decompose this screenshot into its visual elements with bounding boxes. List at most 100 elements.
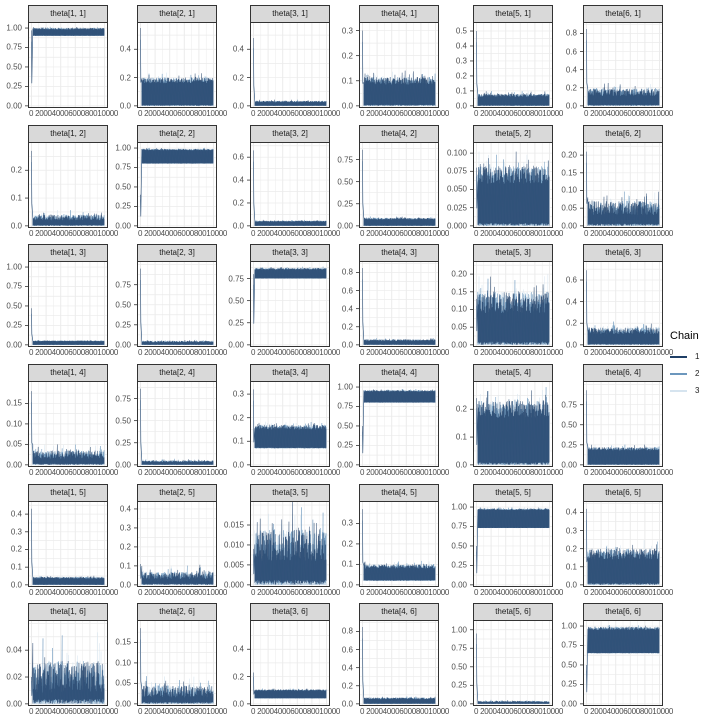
facet-panel: theta[3, 4] 0.0 0.1 0.2 0.3 0 200040006000800… — [233, 364, 340, 477]
trace-plot-area — [134, 501, 217, 587]
y-tick-label: 0.10 — [6, 419, 22, 429]
x-axis-labels: 0 20004000600080010000 — [584, 109, 674, 118]
y-tick-label: 0.50 — [6, 301, 22, 311]
y-tick-label: 0.000 — [223, 580, 244, 590]
x-axis-labels: 0 20004000600080010000 — [474, 229, 564, 238]
y-tick-label: 0.50 — [115, 416, 131, 426]
y-tick-label: 0.4 — [232, 44, 244, 54]
facet-panel: theta[3, 5] 0.000 0.005 0.010 0.015 0 2000400… — [224, 484, 340, 597]
y-tick-label: 0.50 — [6, 62, 22, 72]
y-tick-label: 0.75 — [6, 42, 22, 52]
y-tick-label: 0.2 — [341, 322, 353, 332]
y-tick-label: 0.00 — [228, 340, 244, 350]
y-tick-label: 0.75 — [561, 400, 577, 410]
y-tick-label: 0.8 — [565, 28, 577, 38]
x-axis-labels: 0 20004000600080010000 — [360, 229, 450, 238]
y-tick-label: 1.00 — [6, 23, 22, 33]
y-axis-labels: 0.0 0.1 0.2 0.3 0.4 0.5 — [437, 22, 471, 111]
y-axis-labels: 0.00 0.25 0.50 0.75 1.00 — [437, 620, 471, 708]
trace-plot-area — [25, 620, 108, 706]
y-tick-label: 0.3 — [565, 526, 577, 536]
facet-panel: theta[6, 3] 0.0 0.2 0.4 0.6 0 200040006000800… — [566, 244, 673, 357]
trace-plot-area — [247, 22, 330, 108]
trace-plot-area — [134, 620, 217, 706]
y-tick-label: 0.1 — [10, 193, 22, 203]
trace-plot-area — [470, 261, 553, 347]
y-axis-labels: 0.0 0.1 0.2 — [0, 142, 26, 231]
y-axis-labels: 0.00 0.25 0.50 0.75 — [214, 261, 248, 350]
facet-panel: theta[3, 3] 0.00 0.25 0.50 0.75 0 20004000600… — [228, 244, 340, 357]
y-axis-labels: 0.00 0.05 0.10 0.15 0.20 — [547, 142, 581, 231]
y-tick-label: 0.0 — [455, 101, 467, 111]
y-tick-label: 0.50 — [451, 541, 467, 551]
y-axis-labels: 0.0 0.2 0.4 0.6 0.8 — [323, 261, 357, 350]
y-tick-label: 0.3 — [232, 389, 244, 399]
x-axis-labels: 0 20004000600080010000 — [584, 707, 674, 716]
facet-panel: theta[1, 1] 0.00 0.25 0.50 0.75 1.00 0 2000400… — [6, 5, 118, 118]
y-axis-labels: 0.0 0.1 0.2 0.3 — [214, 381, 248, 470]
y-tick-label: 0.0 — [565, 101, 577, 111]
x-axis-labels: 0 20004000600080010000 — [251, 588, 341, 597]
y-tick-label: 0.10 — [451, 304, 467, 314]
y-axis-labels: 0.00 0.25 0.50 0.75 1.00 — [101, 142, 135, 231]
facet-panel: theta[1, 4] 0.00 0.05 0.10 0.15 0 20004000600… — [6, 364, 118, 477]
x-axis-labels: 0 20004000600080010000 — [29, 109, 119, 118]
y-tick-label: 0.75 — [228, 274, 244, 284]
y-tick-label: 0.3 — [341, 518, 353, 528]
facet-panel: theta[2, 6] 0.00 0.05 0.10 0.15 0 20004000600… — [115, 603, 227, 716]
y-tick-label: 0.2 — [455, 71, 467, 81]
y-axis-labels: 0.00 0.25 0.50 0.75 — [101, 261, 135, 349]
x-axis-labels: 0 20004000600080010000 — [584, 468, 674, 477]
trace-plot-area — [580, 620, 663, 706]
y-tick-label: 0.25 — [115, 438, 131, 448]
y-tick-label: 1.00 — [337, 382, 353, 392]
trace-plot-area — [134, 381, 217, 467]
y-tick-label: 0.4 — [455, 41, 467, 51]
facet-panel: theta[5, 6] 0.00 0.25 0.50 0.75 1.00 0 2000400… — [451, 603, 563, 716]
facet-panel: theta[2, 2] 0.00 0.25 0.50 0.75 1.00 0 2000400… — [115, 125, 227, 238]
y-tick-label: 0.50 — [115, 182, 131, 192]
y-tick-label: 0.6 — [565, 47, 577, 57]
facet-panel: theta[1, 6] 0.00 0.02 0.04 0 200040006000800… — [6, 603, 118, 716]
y-tick-label: 0.0 — [232, 221, 244, 231]
y-tick-label: 0.00 — [6, 340, 22, 350]
y-tick-label: 0.1 — [10, 562, 22, 572]
y-tick-label: 0.0 — [119, 101, 131, 111]
y-tick-label: 0.2 — [565, 318, 577, 328]
y-tick-label: 0.00 — [451, 340, 467, 350]
y-tick-label: 0.8 — [341, 267, 353, 277]
y-tick-label: 0.25 — [561, 679, 577, 689]
trace-plot-area — [25, 22, 108, 108]
y-tick-label: 0.0 — [341, 580, 353, 590]
y-tick-label: 0.25 — [228, 318, 244, 328]
y-tick-label: 0.75 — [451, 643, 467, 653]
y-tick-label: 0.0 — [341, 340, 353, 350]
y-tick-label: 0.2 — [10, 165, 22, 175]
facet-strip-label: theta[4, 4] — [359, 364, 439, 382]
y-tick-label: 0.15 — [561, 168, 577, 178]
facet-strip-label: theta[4, 5] — [359, 484, 439, 502]
y-axis-labels: 0.0 0.2 0.4 — [214, 22, 248, 111]
trace-plot-area — [356, 142, 439, 228]
y-axis-labels: 0.000 0.005 0.010 0.015 — [214, 501, 248, 590]
x-axis-labels: 0 20004000600080010000 — [29, 229, 119, 238]
y-tick-label: 0.2 — [232, 672, 244, 682]
x-axis-labels: 0 20004000600080010000 — [474, 707, 564, 716]
y-tick-label: 1.00 — [451, 625, 467, 635]
y-axis-labels: 0.0 0.1 0.2 0.3 0.4 — [101, 501, 135, 589]
x-axis-labels: 0 20004000600080010000 — [29, 588, 119, 597]
x-axis-labels: 0 20004000600080010000 — [360, 109, 450, 118]
trace-plot-area — [356, 620, 439, 706]
facet-strip-label: theta[1, 4] — [28, 364, 108, 382]
y-tick-label: 0.75 — [451, 521, 467, 531]
y-tick-label: 0.015 — [223, 520, 244, 530]
y-tick-label: 0.2 — [10, 544, 22, 554]
facet-strip-label: theta[6, 6] — [583, 603, 663, 621]
y-tick-label: 0.2 — [341, 539, 353, 549]
facet-strip-label: theta[3, 3] — [250, 244, 330, 262]
facet-strip-label: theta[5, 5] — [473, 484, 553, 502]
facet-strip-label: theta[1, 3] — [28, 244, 108, 262]
y-tick-label: 0.00 — [337, 460, 353, 470]
y-tick-label: 0.1 — [341, 559, 353, 569]
